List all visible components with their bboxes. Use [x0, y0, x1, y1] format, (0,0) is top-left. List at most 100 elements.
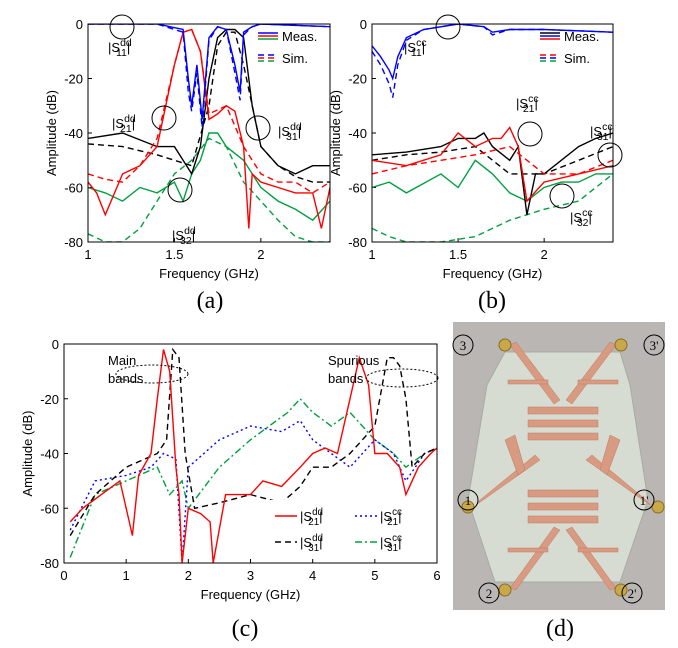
annotation-label: |Sdd 32| — [172, 225, 196, 247]
port-circle — [478, 582, 500, 604]
label-close: | — [319, 535, 322, 550]
label-sup: dd — [290, 121, 302, 133]
label-sub: 31 — [387, 543, 398, 554]
label-sup: dd — [184, 225, 196, 237]
y-tick-label: -60 — [348, 181, 367, 196]
annotation-label: |Scc 32| — [570, 207, 593, 229]
label-sup: dd — [312, 533, 323, 544]
label-sup: dd — [312, 507, 323, 518]
annotation-circle — [245, 115, 271, 141]
x-tick-label: 1 — [368, 247, 375, 262]
label-sub: 21 — [523, 103, 535, 115]
annotation-circle — [435, 14, 461, 40]
y-axis-label: Amplitude (dB) — [328, 90, 343, 176]
series-line — [88, 24, 330, 128]
label-close: | — [319, 509, 322, 524]
annotation-label: |Scc 21| — [380, 507, 402, 528]
series-line — [69, 419, 437, 563]
y-tick-label: 0 — [360, 17, 367, 32]
y-tick-label: -40 — [348, 126, 367, 141]
port-label: 3' — [650, 338, 659, 353]
label-sup: cc — [392, 507, 402, 518]
label-base: |S — [380, 535, 392, 550]
label-sub: 31 — [286, 131, 298, 143]
series-line — [88, 28, 330, 176]
label-sub: 11 — [116, 47, 127, 59]
series-line — [372, 159, 613, 202]
annotation-circle — [167, 177, 193, 203]
label-close: | — [132, 116, 135, 131]
label-sub: 21 — [308, 517, 319, 528]
x-tick-label: 5 — [371, 568, 378, 583]
port-label: 1' — [640, 493, 649, 508]
label-close: | — [192, 228, 195, 243]
x-axis-label: Frequency (GHz) — [443, 266, 543, 281]
label-base: |S — [300, 535, 312, 550]
annotation-label: |Scc 11| — [404, 37, 427, 59]
label-base: |S — [112, 116, 124, 131]
label-sup: cc — [416, 37, 427, 49]
label-sub: 31 — [308, 543, 319, 554]
chart: 0 -20 -40 -60 -801 1.5 2 Frequency (GHz) Amplitu… — [328, 14, 623, 314]
label-close: | — [398, 535, 401, 550]
y-tick-label: -80 — [64, 235, 83, 250]
axes-frame — [87, 23, 331, 243]
photo-labels: 3 3' 1 1' 2 2' — [452, 334, 665, 604]
label-close: | — [298, 124, 301, 139]
port-label: 3 — [460, 338, 467, 353]
x-tick-label: 1.5 — [449, 247, 467, 262]
port-label: 1 — [465, 493, 472, 508]
label-close: | — [609, 124, 612, 139]
port-circle — [643, 334, 665, 356]
x-tick-label: 3 — [247, 568, 254, 583]
label-sub: 31 — [597, 131, 609, 143]
x-tick-label: 1.5 — [165, 247, 183, 262]
label-sub: 32 — [577, 217, 589, 229]
x-tick-label: 2 — [541, 247, 548, 262]
label-close: | — [398, 509, 401, 524]
x-tick-label: 2 — [185, 568, 192, 583]
label-close: | — [589, 210, 592, 225]
label-sup: cc — [582, 207, 593, 219]
y-axis-label: Amplitude (dB) — [44, 90, 59, 176]
label-sub: 21 — [387, 517, 398, 528]
y-tick-label: -20 — [40, 392, 59, 407]
axes-frame — [63, 343, 438, 564]
y-tick-label: -60 — [64, 181, 83, 196]
x-tick-label: 4 — [309, 568, 316, 583]
label-close: | — [127, 40, 130, 55]
annotation-circle — [151, 105, 177, 131]
copper-traces — [475, 341, 651, 591]
series-line — [69, 349, 437, 563]
legend-label: Meas. — [282, 29, 317, 44]
note-text: bands — [108, 371, 144, 386]
annotation-label: |Scc 31| — [590, 121, 613, 143]
label-base: |S — [404, 40, 416, 55]
label-sub: 32 — [180, 235, 192, 247]
legend-label: Sim. — [282, 51, 308, 66]
annotation-label: |Sdd 21| — [112, 113, 136, 135]
panel-caption: (b) — [478, 288, 506, 314]
y-tick-label: -80 — [40, 556, 59, 571]
note-text: bands — [328, 371, 364, 386]
photo — [453, 322, 665, 610]
legend-box — [270, 500, 435, 558]
series-line — [372, 145, 613, 175]
series-line — [88, 24, 330, 120]
annotation-circle — [109, 14, 135, 40]
label-sup: dd — [124, 113, 136, 125]
series-line — [88, 132, 330, 222]
x-axis-label: Frequency (GHz) — [159, 266, 259, 281]
y-axis-label: Amplitude (dB) — [20, 411, 35, 497]
label-base: |S — [516, 96, 528, 111]
label-base: |S — [278, 124, 290, 139]
series-line — [372, 173, 613, 242]
label-sub: 21 — [120, 123, 132, 135]
series-line — [372, 24, 613, 81]
label-base: |S — [570, 210, 582, 225]
port-label: 2' — [628, 586, 637, 601]
label-close: | — [422, 40, 425, 55]
series-line — [372, 145, 613, 175]
series-line — [372, 132, 613, 215]
